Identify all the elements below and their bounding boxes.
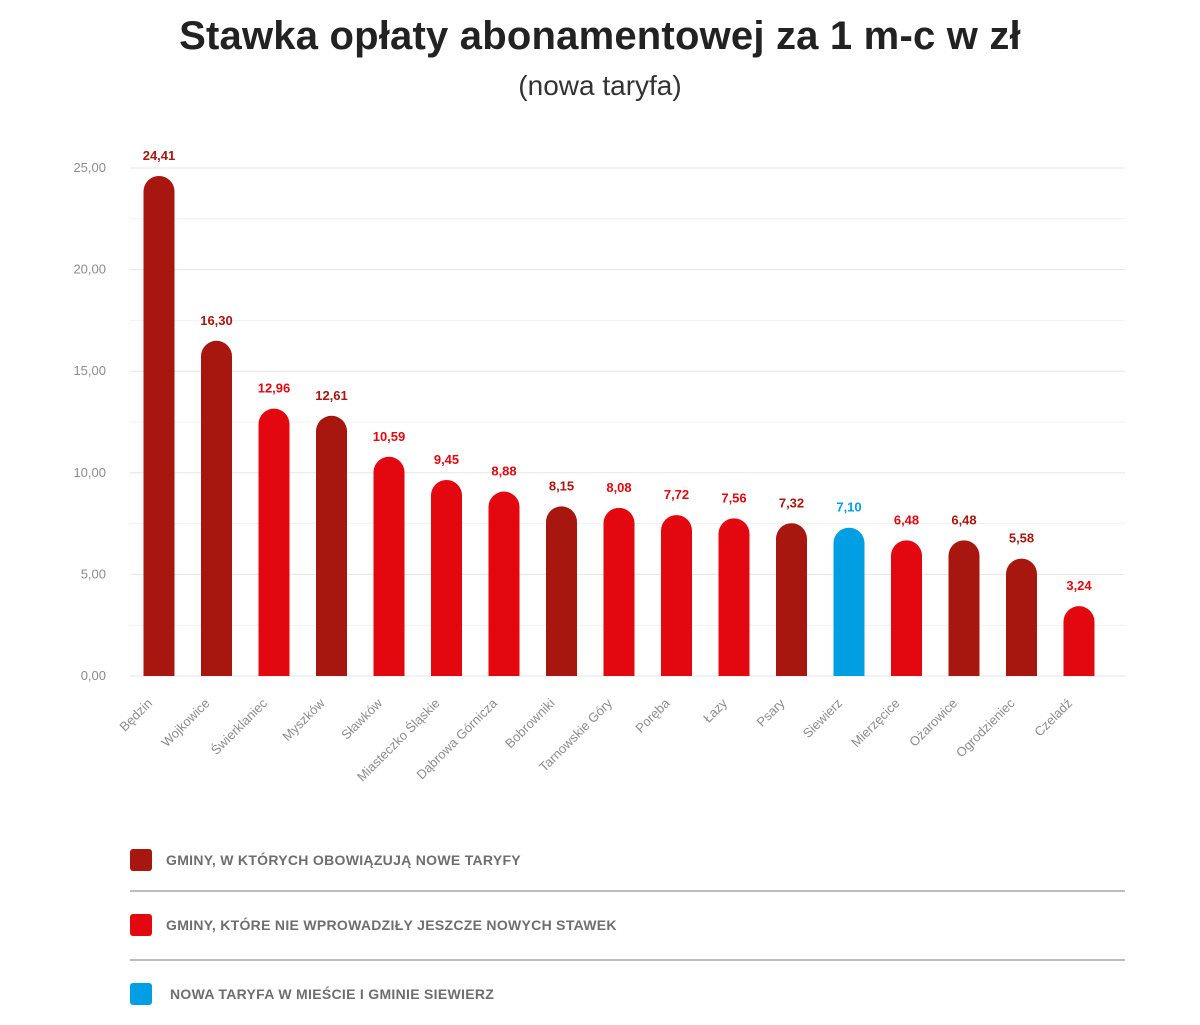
legend-divider <box>130 890 1125 892</box>
bar <box>316 415 347 676</box>
bar-value-label: 8,88 <box>491 464 516 479</box>
bar <box>603 507 635 676</box>
x-tick-label: Ogrodzieniec <box>953 695 1018 760</box>
legend-divider <box>130 959 1125 961</box>
chart-subtitle: (nowa taryfa) <box>518 70 682 101</box>
bar-value-label: 6,48 <box>951 512 976 527</box>
legend-item-siewierz: NOWA TARYFA W MIEŚCIE I GMINIE SIEWIERZ <box>130 979 494 1009</box>
bar <box>201 340 232 676</box>
x-tick-label: Bobrowniki <box>502 695 558 751</box>
bar-value-label: 12,96 <box>258 381 291 396</box>
bar <box>833 527 865 676</box>
bar-value-label: 9,45 <box>434 452 459 467</box>
legend-label-new-tariff: GMINY, W KTÓRYCH OBOWIĄZUJĄ NOWE TARYFY <box>166 852 521 868</box>
x-tick-label: Łazy <box>700 695 730 725</box>
bar <box>373 456 405 676</box>
y-tick-label: 25,00 <box>73 160 106 175</box>
bar <box>431 479 462 676</box>
x-tick-label: Świerklaniec <box>208 695 271 758</box>
bar-value-label: 24,41 <box>143 148 176 163</box>
bar <box>776 523 807 676</box>
bar-value-label: 3,24 <box>1066 578 1092 593</box>
bar <box>1063 606 1095 676</box>
y-tick-label: 20,00 <box>73 262 106 277</box>
bar <box>546 506 577 676</box>
bar <box>258 408 290 676</box>
bar <box>1006 558 1037 676</box>
bar-chart: 0,00 5,00 10,00 15,00 20,00 25,00 24,41 Będzin 1… <box>73 148 1125 784</box>
chart-title: Stawka opłaty abonamentowej za 1 m-c w z… <box>179 14 1021 58</box>
y-tick-label: 15,00 <box>73 363 106 378</box>
bar-value-label: 6,48 <box>894 512 919 527</box>
bar-value-label: 16,30 <box>200 313 233 328</box>
legend-item-new-tariff: GMINY, W KTÓRYCH OBOWIĄZUJĄ NOWE TARYFY <box>130 845 521 875</box>
x-tick-label: Wojkowice <box>158 696 212 750</box>
x-tick-label: Ożarowice <box>906 696 960 750</box>
bar-value-label: 7,10 <box>836 500 861 515</box>
legend-swatch-siewierz <box>130 983 152 1005</box>
legend-swatch-not-yet <box>130 914 152 936</box>
bar-value-label: 10,59 <box>373 429 406 444</box>
bar-value-label: 7,32 <box>779 495 804 510</box>
legend-swatch-new-tariff <box>130 849 152 871</box>
x-tick-label: Poręba <box>632 695 673 736</box>
x-tick-label: Mierzęcice <box>848 696 903 751</box>
x-tick-label: Siewierz <box>800 696 845 741</box>
bar-value-label: 8,15 <box>549 478 574 493</box>
x-tick-label: Czeladź <box>1031 696 1075 740</box>
x-tick-label: Myszków <box>279 695 328 744</box>
bar <box>143 175 175 677</box>
bar-value-label: 12,61 <box>315 388 348 403</box>
bar-value-label: 5,58 <box>1009 531 1034 546</box>
legend-label-siewierz: NOWA TARYFA W MIEŚCIE I GMINIE SIEWIERZ <box>170 986 495 1002</box>
bar <box>718 518 750 676</box>
bar-value-label: 8,08 <box>606 480 631 495</box>
bar-value-label: 7,56 <box>721 490 746 505</box>
bar <box>488 491 520 676</box>
x-tick-label: Będzin <box>116 696 155 735</box>
bar-value-label: 7,72 <box>664 487 689 502</box>
legend-item-not-yet: GMINY, KTÓRE NIE WPROWADZIŁY JESZCZE NOW… <box>130 910 617 940</box>
bar <box>661 515 692 676</box>
x-tick-label: Psary <box>754 695 788 729</box>
legend-label-not-yet: GMINY, KTÓRE NIE WPROWADZIŁY JESZCZE NOW… <box>166 917 617 933</box>
x-tick-label: Sławków <box>338 695 385 742</box>
y-tick-label: 5,00 <box>81 566 106 581</box>
y-tick-label: 0,00 <box>81 668 106 683</box>
bar <box>890 540 922 676</box>
y-tick-label: 10,00 <box>73 465 106 480</box>
bar <box>948 540 980 676</box>
